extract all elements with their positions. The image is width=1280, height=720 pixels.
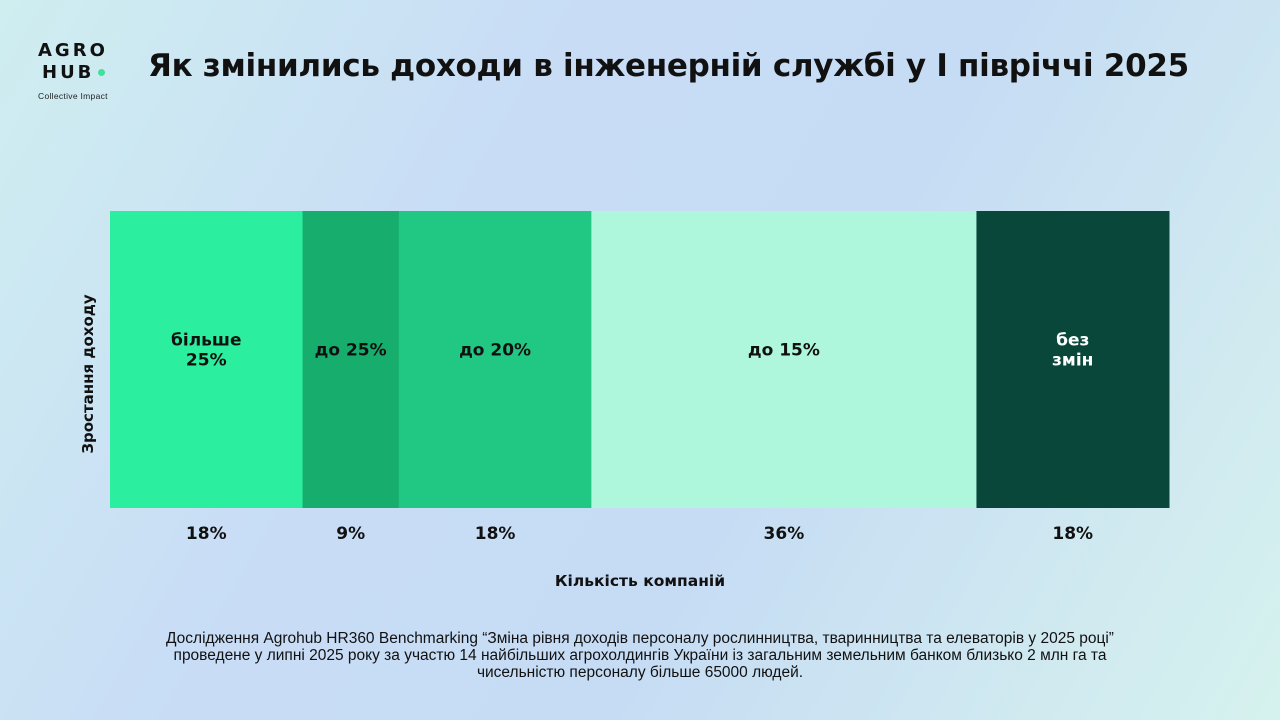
bar-segment-3 [398,211,592,508]
segment-value-4: 36% [764,524,805,544]
logo-dot-icon [98,68,106,76]
logo-line-2: HUB [38,62,128,84]
segment-label-1: більше 25% [171,331,241,371]
segment-value-3: 18% [475,524,516,544]
page-title: Як змінились доходи в інженерній службі … [148,48,1189,84]
segment-label-2: до 25% [315,341,387,361]
bar-segment-2 [302,211,400,508]
segment-label-3: до 20% [459,341,531,361]
segment-label-4: до 15% [748,341,820,361]
segment-label-5: без змін [1052,331,1093,371]
bar-segment-5 [976,211,1170,508]
logo-tagline: Collective Impact [38,91,108,101]
agrohub-logo: AGRO HUB Collective Impact [38,40,128,101]
bar-segment-1 [110,211,304,508]
logo-line-1: AGRO [38,40,108,61]
logo-line-2-text: HUB [42,62,95,83]
x-axis-label: Кількість компаній [554,572,726,590]
segment-value-5: 18% [1052,524,1093,544]
bar-segment-4 [591,211,977,508]
segment-value-1: 18% [186,524,227,544]
segment-value-2: 9% [336,524,365,544]
footnote: Дослідження Agrohub HR360 Benchmarking “… [166,630,1114,681]
